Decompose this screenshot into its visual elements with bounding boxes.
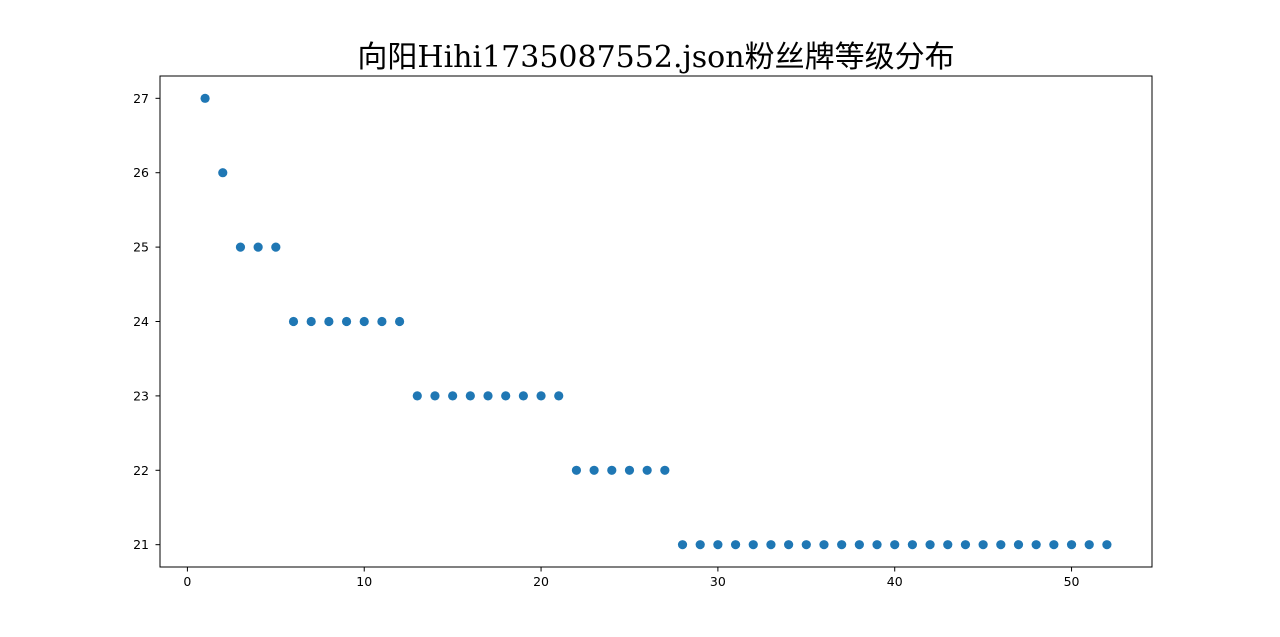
data-point bbox=[960, 540, 971, 550]
data-point bbox=[483, 391, 493, 401]
y-tick-label: 25 bbox=[133, 240, 149, 255]
data-point bbox=[766, 540, 776, 550]
data-point bbox=[412, 391, 422, 401]
x-axis: 0 10 20 30 40 50 bbox=[183, 567, 1080, 589]
data-point bbox=[377, 316, 387, 327]
data-points bbox=[200, 93, 1112, 550]
data-point bbox=[1066, 540, 1077, 550]
x-tick-label: 30 bbox=[710, 574, 726, 589]
data-point bbox=[978, 540, 988, 550]
data-point bbox=[784, 540, 794, 550]
data-point bbox=[607, 465, 617, 475]
data-point bbox=[554, 391, 564, 401]
data-point bbox=[359, 316, 369, 327]
data-point bbox=[465, 391, 475, 401]
data-point bbox=[200, 93, 210, 103]
y-tick-label: 27 bbox=[133, 91, 149, 106]
data-point bbox=[218, 168, 228, 178]
data-point bbox=[288, 316, 299, 327]
data-point bbox=[730, 540, 741, 550]
data-point bbox=[677, 540, 688, 550]
data-point bbox=[996, 540, 1006, 550]
x-tick-label: 0 bbox=[183, 574, 191, 589]
data-point bbox=[589, 465, 599, 475]
data-point bbox=[713, 540, 723, 550]
y-tick-label: 22 bbox=[133, 463, 149, 478]
data-point bbox=[253, 242, 263, 252]
y-tick-label: 26 bbox=[133, 165, 149, 180]
data-point bbox=[624, 465, 635, 475]
data-point bbox=[837, 540, 847, 550]
data-point bbox=[306, 316, 316, 327]
data-point bbox=[571, 465, 582, 475]
x-tick-label: 20 bbox=[533, 574, 549, 589]
data-point bbox=[341, 316, 352, 327]
plot-area: 0 10 20 30 40 50 21 22 23 24 25 26 27 bbox=[133, 75, 1153, 589]
y-tick-label: 23 bbox=[133, 388, 149, 403]
data-point bbox=[448, 391, 458, 401]
x-tick-label: 50 bbox=[1064, 574, 1080, 589]
data-point bbox=[235, 242, 246, 252]
data-point bbox=[395, 316, 405, 327]
y-axis: 21 22 23 24 25 26 27 bbox=[133, 91, 160, 552]
x-tick-label: 10 bbox=[356, 574, 372, 589]
data-point bbox=[819, 540, 829, 550]
data-point bbox=[271, 242, 281, 252]
data-point bbox=[943, 540, 953, 550]
data-point bbox=[536, 391, 546, 401]
data-point bbox=[1013, 540, 1024, 550]
data-point bbox=[748, 540, 758, 550]
data-point bbox=[854, 540, 864, 550]
chart-title: 向阳Hihi1735087552.json粉丝牌等级分布 bbox=[357, 40, 954, 75]
y-tick-label: 21 bbox=[133, 537, 149, 552]
data-point bbox=[660, 465, 670, 475]
data-point bbox=[1084, 540, 1094, 550]
data-point bbox=[872, 540, 882, 550]
data-point bbox=[890, 540, 900, 550]
data-point bbox=[695, 540, 705, 550]
data-point bbox=[1031, 540, 1041, 550]
data-point bbox=[925, 540, 935, 550]
data-point bbox=[642, 465, 652, 475]
x-tick-label: 40 bbox=[887, 574, 903, 589]
data-point bbox=[430, 391, 440, 401]
data-point bbox=[1049, 540, 1059, 550]
data-point bbox=[907, 540, 917, 550]
data-point bbox=[518, 391, 528, 401]
data-point bbox=[1102, 540, 1112, 550]
data-point bbox=[501, 391, 511, 401]
data-point bbox=[801, 540, 811, 550]
data-point bbox=[324, 316, 334, 327]
y-tick-label: 24 bbox=[133, 314, 149, 329]
